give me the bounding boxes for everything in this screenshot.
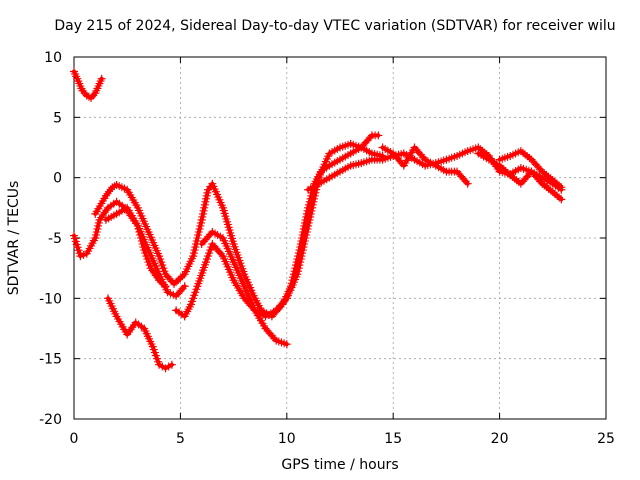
data-marker [510,174,519,183]
data-marker [502,167,510,176]
data-marker [519,148,527,157]
grid [74,57,606,419]
data-marker [105,187,114,196]
series-trace-13 [495,147,566,192]
data-marker [523,152,532,161]
chart-title: Day 215 of 2024, Sidereal Day-to-day VTE… [54,18,616,34]
x-tick-label: 5 [176,431,185,447]
series-trace-11 [378,143,472,188]
series-trace-9 [272,139,387,315]
data-marker [174,276,183,284]
data-point [155,276,164,285]
data-marker [553,179,562,188]
y-tick-label: -5 [48,231,62,247]
x-tick-label: 25 [597,431,615,447]
y-tick-label: 0 [53,171,62,187]
series-trace-6 [172,240,291,321]
data-point [97,74,106,83]
data-marker [508,172,517,181]
data-point [282,340,291,349]
y-tick-label: 10 [44,50,62,66]
data-point [548,176,557,185]
series-trace-3 [91,179,266,315]
data-marker [542,183,551,192]
data-marker [176,274,185,283]
y-axis-label: SDTVAR / TECUs [6,180,22,296]
x-tick-label: 15 [384,431,402,447]
y-tick-label: -20 [39,412,62,428]
series-trace-4 [101,203,170,291]
data-point [548,188,557,197]
data-marker [478,146,487,155]
data-point [463,179,472,188]
data-point [557,183,566,192]
y-tick-label: 5 [53,110,62,126]
x-tick-label: 0 [70,431,79,447]
data-marker [499,165,508,174]
series-trace-7 [197,227,291,349]
data-point [180,282,189,291]
data-point [161,282,170,291]
x-axis-label: GPS time / hours [281,457,399,473]
series-trace-5 [104,294,176,373]
series-trace-10 [304,143,566,194]
series-trace-1 [70,67,106,103]
series-trace-12 [474,149,566,204]
data-marker [540,169,549,178]
y-tick-label: -15 [39,352,62,368]
data-marker [542,171,551,179]
axis-ticks: 0 5 10 15 20 25 -20 -15 -10 -5 0 5 10 [39,50,615,447]
data-point [170,279,179,288]
x-tick-label: 10 [278,431,296,447]
data-marker [540,181,549,190]
y-tick-label: -10 [39,291,62,307]
data-point [108,183,117,192]
series-layer [70,67,566,373]
series-line [106,296,174,371]
data-point [557,195,566,204]
data-point [167,360,176,369]
x-tick-label: 20 [491,431,509,447]
data-point [101,191,110,200]
data-marker [553,191,562,200]
data-point [374,131,383,140]
